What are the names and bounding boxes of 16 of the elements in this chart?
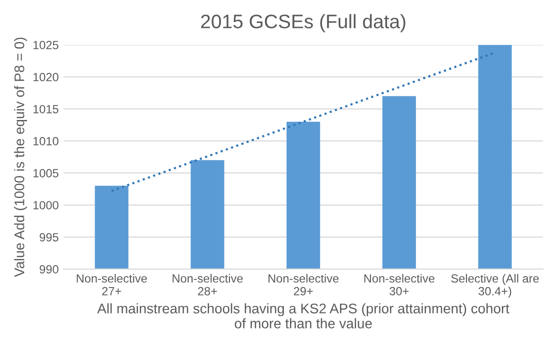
y-tick-label: 995	[40, 233, 58, 242]
y-axis-title: Value Add (1000 is the equiv of P8 = 0)	[14, 38, 28, 278]
y-tick-label: 1020	[33, 72, 58, 82]
chart-title: 2015 GCSEs (Full data)	[201, 14, 406, 32]
y-tick-label: 1010	[33, 136, 58, 146]
y-tick-label: 1025	[33, 40, 58, 50]
x-tick-label: Selective (All are 30.4+)	[451, 274, 539, 298]
x-tick-label: Non-selective 30+	[364, 274, 434, 296]
x-tick-label: Non-selective 29+	[268, 274, 339, 296]
x-axis-title: All mainstream schools having a KS2 APS (prior attainment) cohort of more than the value	[97, 303, 510, 328]
y-tick-label: 1005	[33, 169, 58, 178]
y-tick-label: 990	[40, 265, 58, 274]
x-tick-label: Non-selective 27+	[76, 274, 147, 296]
x-tick-label: Non-selective 28+	[172, 274, 243, 296]
y-tick-label: 1000	[33, 201, 58, 210]
y-tick-label: 1015	[33, 104, 58, 114]
